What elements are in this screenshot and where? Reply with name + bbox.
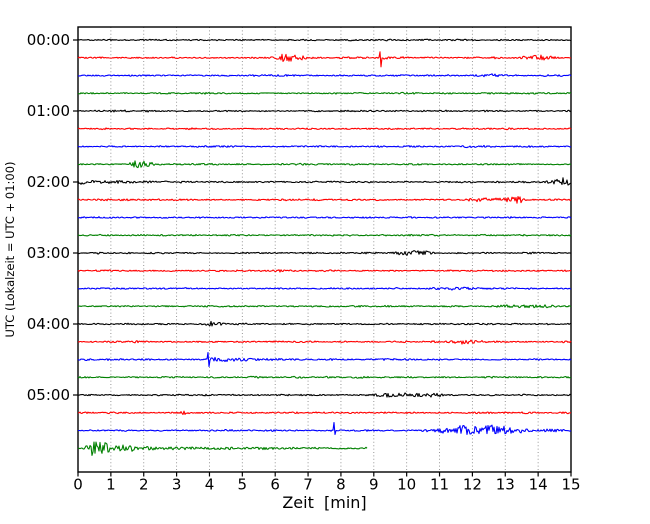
x-axis-label: Zeit [min] xyxy=(282,493,366,512)
y-axis-ticks: 00:00 01:00 02:00 03:00 04:00 05:00 xyxy=(27,31,78,404)
x-tick-label: 8 xyxy=(336,476,346,494)
trace-01:00 xyxy=(77,109,572,113)
minute-gridlines xyxy=(110,27,539,472)
x-tick-label: 0 xyxy=(73,476,83,494)
trace-05:00 xyxy=(77,392,572,398)
trace-01:45 xyxy=(77,160,572,169)
y-tick-label: 03:00 xyxy=(27,244,70,262)
x-tick-label: 11 xyxy=(430,476,449,494)
x-tick-label: 6 xyxy=(270,476,280,494)
trace-04:45 xyxy=(77,375,572,379)
x-tick-label: 10 xyxy=(397,476,416,494)
x-tick-label: 9 xyxy=(369,476,379,494)
trace-01:15 xyxy=(77,127,572,131)
trace-04:00 xyxy=(77,320,572,327)
trace-02:00 xyxy=(77,177,572,186)
y-tick-label: 00:00 xyxy=(27,31,70,49)
y-tick-label: 02:00 xyxy=(27,173,70,191)
x-axis-ticks: 0 1 2 3 4 5 6 7 8 9 10 11 12 13 14 15 xyxy=(73,472,581,494)
x-tick-label: 3 xyxy=(172,476,182,494)
x-tick-label: 14 xyxy=(529,476,548,494)
x-tick-label: 12 xyxy=(463,476,482,494)
trace-04:30 xyxy=(77,351,572,368)
trace-05:30 xyxy=(77,421,572,436)
trace-00:45 xyxy=(77,91,572,95)
trace-02:15 xyxy=(77,196,572,204)
trace-02:30 xyxy=(77,216,572,219)
x-tick-label: 5 xyxy=(238,476,248,494)
y-tick-label: 01:00 xyxy=(27,102,70,120)
x-tick-label: 1 xyxy=(106,476,116,494)
y-tick-label: 04:00 xyxy=(27,315,70,333)
x-tick-label: 15 xyxy=(561,476,580,494)
seismic-traces xyxy=(77,38,572,456)
x-tick-label: 2 xyxy=(139,476,149,494)
x-tick-label: 4 xyxy=(205,476,215,494)
trace-01:30 xyxy=(77,144,572,149)
trace-03:45 xyxy=(77,304,572,309)
y-tick-label: 05:00 xyxy=(27,386,70,404)
trace-00:30 xyxy=(78,73,572,78)
trace-03:00 xyxy=(77,250,572,256)
trace-03:15 xyxy=(77,269,572,273)
x-tick-label: 13 xyxy=(496,476,515,494)
trace-04:15 xyxy=(77,339,572,345)
plot-border xyxy=(77,26,572,473)
trace-03:30 xyxy=(77,286,572,291)
trace-00:15 xyxy=(77,51,572,68)
y-axis-label: UTC (Lokalzeit = UTC + 01:00) xyxy=(3,161,17,337)
trace-05:45 xyxy=(77,441,368,456)
x-tick-label: 7 xyxy=(303,476,313,494)
trace-05:15 xyxy=(77,410,571,416)
trace-00:00 xyxy=(77,38,572,42)
trace-02:45 xyxy=(77,233,572,237)
